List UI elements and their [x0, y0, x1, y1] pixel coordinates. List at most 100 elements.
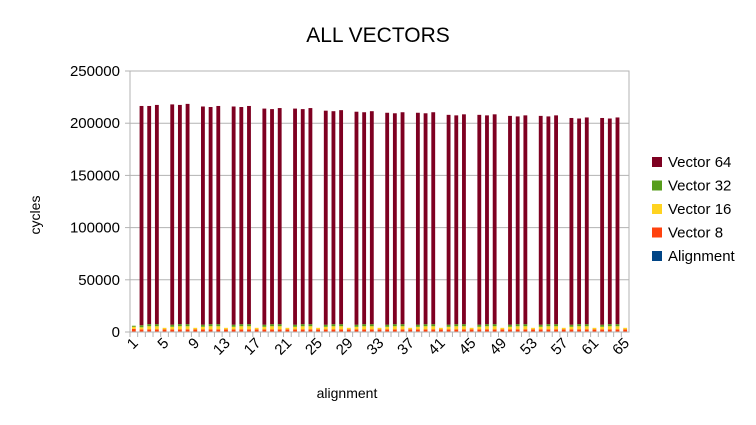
bar-segment	[623, 329, 628, 332]
bar-segment	[339, 324, 344, 327]
bar-segment	[561, 329, 566, 332]
bar-segment	[415, 326, 420, 330]
x-tick-label: 21	[271, 335, 295, 359]
x-tick-label: 41	[425, 335, 449, 359]
bar-segment	[531, 329, 535, 332]
bar-segment	[293, 326, 297, 330]
bar-segment	[600, 324, 605, 327]
y-tick-label: 0	[112, 324, 120, 341]
bar-segment	[300, 326, 305, 330]
bar-segment	[270, 329, 274, 332]
bar-segment	[254, 327, 259, 330]
bar-segment	[615, 117, 620, 325]
bar-segment	[438, 327, 443, 330]
y-axis-title: cycles	[27, 196, 43, 235]
bar-segment	[139, 329, 144, 332]
bar-segment	[492, 329, 497, 332]
bar-segment	[262, 324, 267, 327]
x-tick-label: 1	[124, 335, 142, 353]
bar-segment	[293, 329, 297, 332]
bar-segment	[623, 327, 628, 330]
bar-segment	[477, 324, 482, 327]
bar-segment	[308, 329, 313, 332]
bar-segment	[546, 329, 551, 332]
bar-segment	[561, 327, 566, 330]
bar-segment	[584, 326, 589, 330]
x-tick-label: 9	[185, 335, 203, 353]
bar-segment	[446, 114, 451, 325]
bar-segment	[546, 326, 551, 330]
x-tick-label: 13	[210, 335, 234, 359]
bar-segment	[270, 324, 274, 327]
legend-swatch	[652, 157, 662, 167]
bar-segment	[423, 329, 428, 332]
legend-swatch	[652, 204, 662, 214]
bar-segment	[477, 114, 482, 325]
x-tick-label: 5	[154, 335, 172, 353]
bar-segment	[308, 108, 313, 325]
bar-segment	[369, 111, 374, 325]
bar-segment	[615, 324, 620, 327]
bar-segment	[139, 325, 144, 328]
x-tick-label: 37	[394, 335, 418, 359]
legend-label: Vector 32	[668, 178, 731, 195]
bar-segment	[247, 105, 251, 325]
bar-segment	[208, 324, 213, 327]
bar-segment	[323, 324, 328, 327]
bar-segment	[170, 329, 175, 332]
bar-segment	[193, 327, 198, 330]
bar-segment	[354, 111, 359, 325]
bar-segment	[154, 326, 159, 330]
bar-segment	[339, 329, 344, 332]
bar-segment	[515, 116, 520, 325]
legend-swatch	[652, 227, 662, 238]
bar-segment	[154, 104, 159, 325]
bar-segment	[607, 326, 612, 330]
bar-segment	[454, 326, 459, 330]
gridlines	[125, 70, 629, 333]
x-tick-label: 49	[486, 335, 510, 359]
bars	[131, 103, 628, 332]
bar-segment	[262, 329, 267, 332]
bar-segment	[592, 329, 597, 332]
bar-segment	[431, 112, 436, 325]
bar-segment	[446, 329, 451, 332]
bar-segment	[607, 118, 612, 325]
bar-segment	[231, 106, 236, 325]
bar-segment	[316, 329, 321, 332]
bar-segment	[538, 324, 543, 327]
bar-segment	[584, 324, 589, 327]
bar-segment	[216, 324, 221, 327]
bar-segment	[508, 324, 512, 327]
bar-segment	[362, 329, 367, 332]
bar-segment	[147, 105, 152, 325]
bar-segment	[385, 112, 390, 325]
bar-segment	[331, 329, 336, 332]
bar-segment	[385, 324, 390, 327]
bar-segment	[615, 326, 620, 330]
bar-segment	[208, 107, 213, 325]
bar-segment	[185, 324, 190, 327]
bar-segment	[177, 104, 182, 325]
bar-segment	[254, 329, 259, 332]
bar-segment	[415, 112, 420, 325]
plot-frame	[129, 70, 630, 333]
x-tick-label: 17	[241, 335, 265, 359]
chart-title: ALL VECTORS	[306, 24, 450, 47]
legend-swatch	[652, 180, 662, 191]
bar-segment	[592, 327, 597, 330]
bar-segment	[569, 326, 574, 330]
bar-segment	[369, 324, 374, 327]
bar-segment	[185, 326, 190, 330]
bar-segment	[231, 326, 236, 330]
bar-segment	[293, 324, 297, 327]
bar-segment	[554, 329, 558, 332]
bar-segment	[177, 324, 182, 327]
legend-label: Vector 16	[668, 201, 731, 218]
bar-segment	[477, 329, 482, 332]
bar-segment	[477, 326, 482, 330]
bar-segment	[131, 328, 136, 332]
bar-segment	[316, 327, 321, 330]
bar-segment	[185, 103, 190, 325]
